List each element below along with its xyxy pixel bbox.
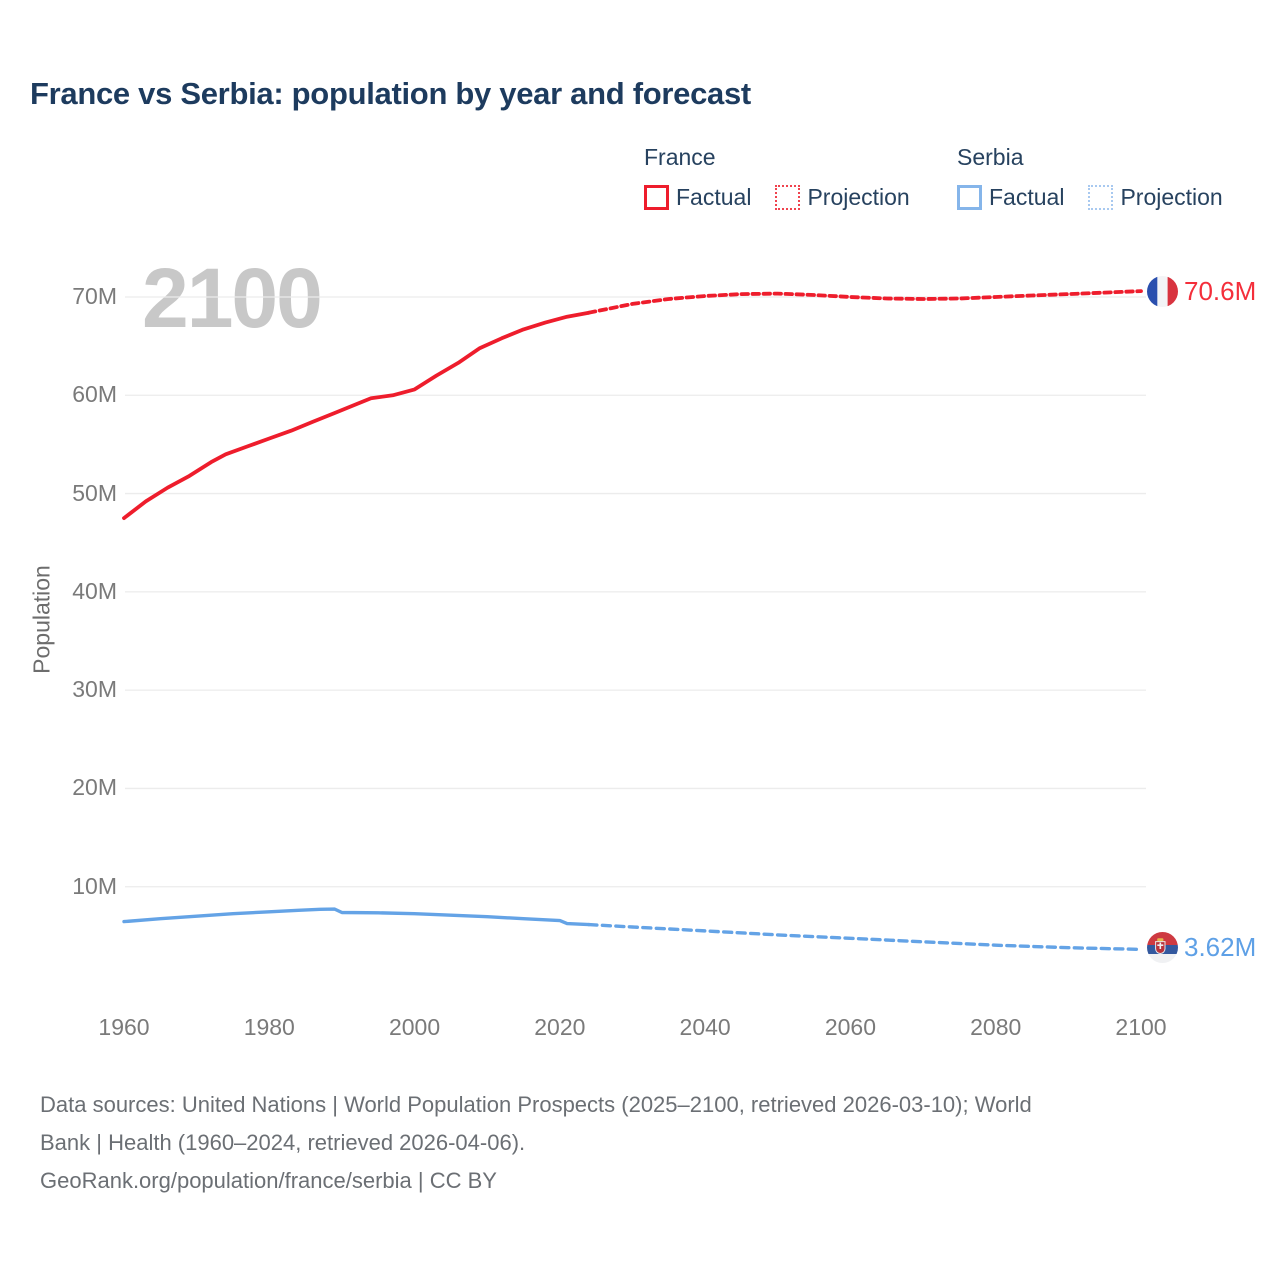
france-factual-swatch-icon [644,185,669,210]
x-tick-label: 2060 [824,1014,876,1040]
series-france-projection[interactable] [587,289,1143,315]
legend-country-label: Serbia [957,144,1024,170]
serbia-flag-icon [1147,932,1178,963]
legend-item-label: Projection [1120,184,1223,210]
serbia-endpoint: 3.62M [1147,932,1256,963]
x-tick-label: 1980 [243,1014,295,1040]
y-tick-label: 10M [72,872,117,899]
attribution-line: GeoRank.org/population/france/serbia | C… [40,1168,497,1193]
serbia-end-value: 3.62M [1184,932,1257,962]
y-tick-label: 50M [72,479,117,506]
legend-item-serbia-factual[interactable]: Factual [957,184,1064,211]
y-tick-label: 60M [72,381,117,408]
data-sources-line: Bank | Health (1960–2024, retrieved 2026… [40,1130,526,1155]
footer: Data sources: United Nations | World Pop… [40,1086,1230,1200]
serbia-factual-swatch-icon [957,185,982,210]
x-tick-label: 2080 [970,1014,1022,1040]
x-tick-label: 2020 [534,1014,586,1040]
legend-group-serbia: Serbia Factual Projection [957,144,1223,211]
y-tick-label: 20M [72,774,117,801]
legend-country-label: France [644,144,716,170]
y-tick-label: 70M [72,283,117,309]
x-tick-label: 2100 [1115,1014,1167,1040]
serbia-projection-swatch-icon [1088,185,1114,210]
france-projection-swatch-icon [775,185,801,210]
y-tick-label: 30M [72,676,117,703]
legend-item-serbia-projection[interactable]: Projection [1088,184,1223,211]
france-end-value: 70.6M [1184,276,1257,306]
year-watermark: 2100 [142,251,323,345]
series-serbia-projection[interactable] [587,922,1143,952]
france-endpoint: 70.6M [1147,276,1256,307]
data-sources-line: Data sources: United Nations | World Pop… [40,1092,1032,1117]
series-france-factual[interactable] [122,310,591,520]
page-title: France vs Serbia: population by year and… [30,76,751,111]
legend-item-france-projection[interactable]: Projection [775,184,910,211]
series-serbia-factual[interactable] [122,907,591,927]
x-tick-label: 2000 [388,1014,441,1040]
legend-item-label: Factual [989,184,1065,210]
x-tick-label: 1960 [98,1014,150,1040]
legend-item-label: Factual [676,184,752,210]
gridlines [125,296,1146,888]
series-paths [122,289,1143,952]
y-tick-label: 40M [72,577,117,604]
legend-item-label: Projection [807,184,910,210]
legend-group-france: France Factual Projection [644,144,910,211]
x-tick-label: 2040 [679,1014,731,1040]
france-flag-icon [1147,276,1178,307]
legend-item-france-factual[interactable]: Factual [644,184,751,211]
